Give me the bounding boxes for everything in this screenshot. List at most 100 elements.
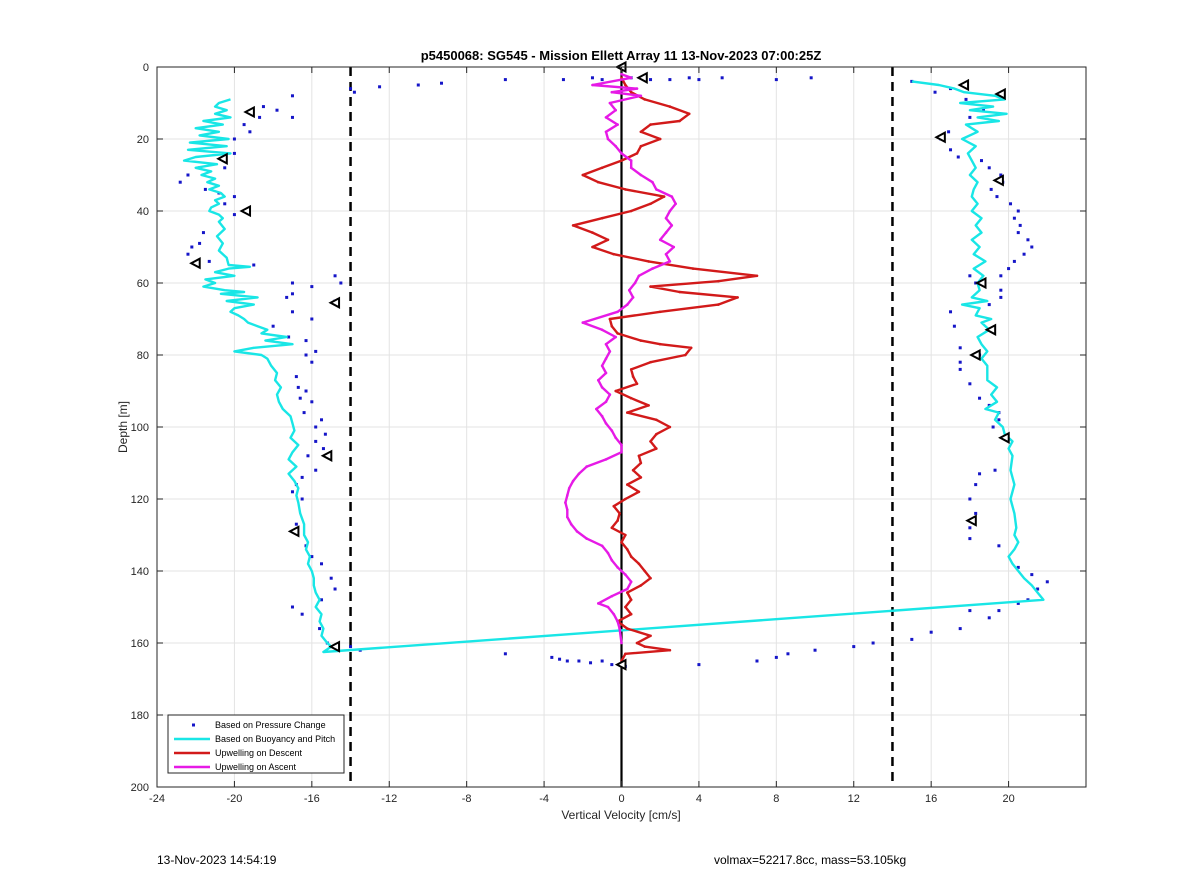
pressure-change-point <box>809 76 813 80</box>
series-upwelling-on-descent-point <box>668 425 672 429</box>
series-upwelling-on-descent-point <box>643 645 647 648</box>
series-upwelling-on-ascent-point <box>629 166 633 170</box>
pressure-change-point <box>999 288 1003 292</box>
y-tick-label: 100 <box>131 422 149 434</box>
pressure-change-point <box>668 78 672 82</box>
direction-marker <box>287 525 300 538</box>
pressure-change-point <box>300 475 304 479</box>
legend-label-based-on-buoyancy-and-pitch: Based on Buoyancy and Pitch <box>215 734 335 744</box>
pressure-change-point <box>968 537 972 541</box>
direction-marker <box>957 78 970 92</box>
series-upwelling-on-descent-point <box>649 634 652 638</box>
pressure-change-point <box>207 259 211 263</box>
pressure-change-point <box>565 659 569 663</box>
pressure-change-point <box>952 324 956 328</box>
series-upwelling-on-ascent-point <box>618 627 621 630</box>
pressure-change-point <box>349 645 353 649</box>
series-upwelling-on-descent-point <box>635 641 639 645</box>
x-axis-label: Vertical Velocity [cm/s] <box>561 808 680 822</box>
x-tick-label: 8 <box>773 793 779 805</box>
pressure-change-point <box>968 115 972 119</box>
direction-marker <box>934 131 946 144</box>
pressure-change-point <box>339 281 343 285</box>
pressure-change-point <box>981 108 985 112</box>
series-upwelling-on-ascent-point <box>596 378 600 382</box>
series-upwelling-on-descent-point <box>649 202 652 206</box>
series-upwelling-on-descent-point <box>637 562 641 566</box>
pressure-change-point <box>271 324 275 328</box>
series-upwelling-on-descent-point <box>626 483 629 486</box>
pressure-change-point <box>995 195 999 199</box>
series-upwelling-on-descent-point <box>616 519 619 522</box>
pressure-change-point <box>329 576 333 580</box>
series-upwelling-on-ascent-point <box>633 281 637 285</box>
pressure-change-point <box>290 115 294 119</box>
pressure-change-point <box>964 97 968 101</box>
series-upwelling-on-ascent-point <box>629 580 633 584</box>
pressure-change-point <box>968 382 972 386</box>
x-tick-label: -12 <box>381 793 397 805</box>
series-upwelling-on-ascent-point <box>674 202 677 206</box>
pressure-change-point <box>203 187 207 191</box>
series-upwelling-on-descent-point <box>629 555 633 558</box>
series-upwelling-on-ascent-point <box>575 530 579 533</box>
series-upwelling-on-ascent-point <box>614 335 617 339</box>
y-tick-label: 120 <box>131 494 149 506</box>
series-upwelling-on-ascent-point <box>567 486 571 490</box>
pressure-change-point <box>318 627 322 631</box>
series-upwelling-on-ascent-point <box>610 594 614 598</box>
series-upwelling-on-ascent-point <box>606 137 610 141</box>
legend-label-upwelling-on-descent: Upwelling on Descent <box>215 748 303 758</box>
series-upwelling-on-ascent-point <box>585 465 588 468</box>
pressure-change-point <box>314 425 318 429</box>
series-upwelling-on-descent-point <box>624 497 627 501</box>
series-upwelling-on-descent-point <box>635 382 639 386</box>
series-upwelling-on-descent-point <box>678 290 681 294</box>
series-upwelling-on-descent-point <box>620 540 623 544</box>
direction-marker <box>994 87 1006 101</box>
series-upwelling-on-descent-point <box>618 512 621 515</box>
pressure-change-point <box>590 76 594 80</box>
pressure-change-point <box>201 231 205 235</box>
series-upwelling-on-descent-point <box>581 173 585 177</box>
series-upwelling-on-ascent-point <box>655 188 658 191</box>
x-tick-label: 16 <box>925 793 937 805</box>
pressure-change-point <box>974 511 978 515</box>
series-upwelling-on-ascent-point <box>616 123 619 126</box>
pressure-change-point <box>320 562 324 566</box>
series-upwelling-on-ascent-point <box>596 602 600 605</box>
x-tick-label: 4 <box>696 793 702 805</box>
series-upwelling-on-ascent-point <box>600 386 604 389</box>
pressure-change-point <box>610 663 614 667</box>
pressure-change-point <box>687 76 691 80</box>
pressure-change-point <box>956 155 960 159</box>
series-upwelling-on-descent-point <box>614 389 617 393</box>
series-upwelling-on-descent-point <box>662 195 666 198</box>
series-upwelling-on-ascent-point <box>620 72 623 76</box>
series-upwelling-on-descent-point <box>649 360 652 364</box>
series-upwelling-on-descent-point <box>635 152 639 155</box>
pressure-change-point <box>321 447 325 451</box>
pressure-change-point <box>1022 252 1026 256</box>
series-upwelling-on-descent-point <box>687 112 691 116</box>
series-upwelling-on-descent-point <box>626 411 629 414</box>
pressure-change-point <box>294 375 298 379</box>
pressure-change-point <box>978 472 982 476</box>
series-upwelling-on-ascent-point <box>610 558 614 562</box>
series-upwelling-on-ascent-point <box>658 238 662 242</box>
series-upwelling-on-ascent-point <box>606 551 610 555</box>
series-upwelling-on-ascent-point <box>672 245 676 249</box>
pressure-change-point <box>310 317 314 321</box>
x-tick-label: -8 <box>462 793 472 805</box>
pressure-change-point <box>223 202 227 206</box>
pressure-change-point <box>968 609 972 613</box>
series-upwelling-on-ascent-point <box>610 90 614 94</box>
direction-marker <box>984 323 997 336</box>
series-upwelling-on-descent-point <box>647 404 650 407</box>
series-upwelling-on-ascent-point <box>585 537 588 540</box>
series-upwelling-on-descent-point <box>610 526 614 530</box>
pressure-change-point <box>320 598 324 602</box>
series-upwelling-on-descent-point <box>631 375 635 378</box>
pressure-change-point <box>577 659 581 663</box>
